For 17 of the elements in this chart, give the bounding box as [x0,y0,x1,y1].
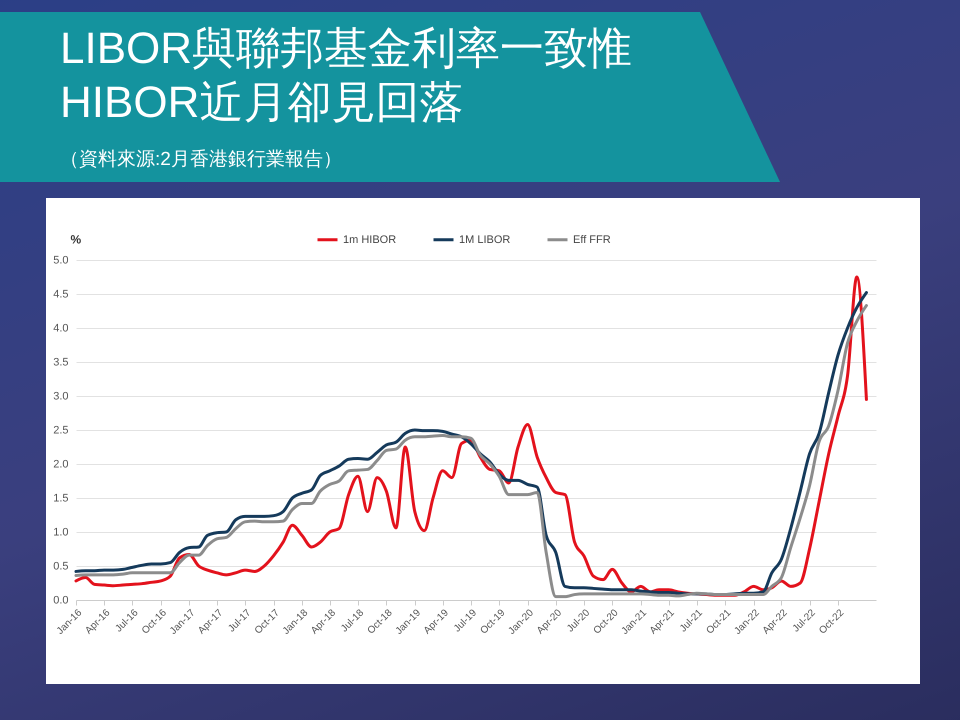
y-tick-label: 1.0 [53,526,68,538]
y-tick-label: 0.0 [53,594,68,606]
y-tick-label: 2.5 [53,424,68,436]
y-tick-label: 4.5 [53,288,68,300]
y-tick-label: 5.0 [53,254,68,266]
y-tick-label: 0.5 [53,560,68,572]
y-tick-label: 3.5 [53,356,68,368]
legend-label: Eff FFR [573,234,611,246]
y-tick-label: 3.0 [53,390,68,402]
chart-title: LIBOR與聯邦基金利率一致惟HIBOR近月卻見回落 [60,23,634,129]
y-tick-label: 1.5 [53,492,68,504]
y-tick-label: 2.0 [53,458,68,470]
legend-label: 1M LIBOR [459,234,510,246]
y-axis-title: % [70,232,82,246]
y-tick-label: 4.0 [53,322,68,334]
legend-label: 1m HIBOR [343,234,396,246]
chart-subtitle: （資料來源:2月香港銀行業報告） [60,148,342,172]
